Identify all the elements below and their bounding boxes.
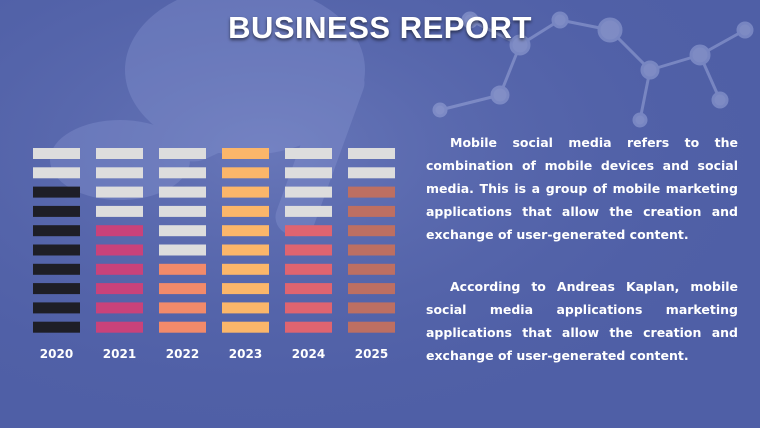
bar-segment-2024-5 (285, 244, 332, 256)
bar-segment-2024-6 (285, 225, 332, 237)
bar-segment-2020-3 (33, 283, 80, 295)
x-tick-label-2025: 2025 (355, 347, 388, 361)
bar-segment-2024-4 (285, 263, 332, 275)
bar-segment-2021-5 (96, 244, 143, 256)
bar-segment-2025-7 (348, 205, 395, 217)
bar-segment-2025-10 (348, 148, 395, 159)
bar-segment-2020-5 (33, 244, 80, 256)
paragraph-1-text: Mobile social media refers to the combin… (426, 135, 738, 242)
bar-segment-2020-10 (33, 148, 80, 159)
bar-segment-2023-10 (222, 148, 269, 159)
bar-segment-2023-8 (222, 186, 269, 198)
bar-segment-2022-10 (159, 148, 206, 159)
bar-segment-2021-7 (96, 205, 143, 217)
bar-segment-2024-1 (285, 321, 332, 333)
x-tick-label-2022: 2022 (166, 347, 199, 361)
bar-segment-2024-2 (285, 302, 332, 314)
bar-segment-2021-6 (96, 225, 143, 237)
bar-segment-2023-7 (222, 205, 269, 217)
bar-segment-2021-8 (96, 186, 143, 198)
bar-segment-2020-9 (33, 167, 80, 179)
description-paragraph-1: Mobile social media refers to the combin… (426, 131, 738, 246)
bar-segment-2024-9 (285, 167, 332, 179)
bar-segment-2024-10 (285, 148, 332, 159)
bar-segment-2025-2 (348, 302, 395, 314)
bar-segment-2022-7 (159, 205, 206, 217)
bar-segment-2022-1 (159, 321, 206, 333)
bar-segment-2021-1 (96, 321, 143, 333)
bar-segment-2023-6 (222, 225, 269, 237)
bar-segment-2022-3 (159, 283, 206, 295)
bar-segment-2020-6 (33, 225, 80, 237)
page-title: BUSINESS REPORT (228, 10, 532, 45)
bar-segment-2022-6 (159, 225, 206, 237)
x-tick-label-2021: 2021 (103, 347, 136, 361)
bar-segment-2020-8 (33, 186, 80, 198)
bar-segment-2023-9 (222, 167, 269, 179)
x-tick-label-2023: 2023 (229, 347, 262, 361)
bar-segment-2022-5 (159, 244, 206, 256)
bar-segment-2021-2 (96, 302, 143, 314)
bar-segment-2025-4 (348, 263, 395, 275)
bar-segment-2020-4 (33, 263, 80, 275)
bar-segment-2025-8 (348, 186, 395, 198)
bar-segment-2023-3 (222, 283, 269, 295)
description-paragraph-2: According to Andreas Kaplan, mobile soci… (426, 275, 738, 367)
bar-segment-2023-2 (222, 302, 269, 314)
molecule-pattern (432, 11, 754, 128)
bar-segment-2023-4 (222, 263, 269, 275)
x-tick-label-2024: 2024 (292, 347, 325, 361)
bar-segment-2020-2 (33, 302, 80, 314)
bar-segment-2020-1 (33, 321, 80, 333)
bar-segment-2024-3 (285, 283, 332, 295)
bar-segment-2025-9 (348, 167, 395, 179)
bar-segment-2022-8 (159, 186, 206, 198)
bar-segment-2025-6 (348, 225, 395, 237)
bar-segment-2022-4 (159, 263, 206, 275)
bar-segment-2022-9 (159, 167, 206, 179)
bar-segment-2021-9 (96, 167, 143, 179)
bar-segment-2021-3 (96, 283, 143, 295)
bar-segment-2020-7 (33, 205, 80, 217)
bar-segment-2025-5 (348, 244, 395, 256)
bar-segment-2025-3 (348, 283, 395, 295)
bar-segment-2025-1 (348, 321, 395, 333)
bar-segment-2022-2 (159, 302, 206, 314)
bar-segment-2024-8 (285, 186, 332, 198)
x-tick-label-2020: 2020 (40, 347, 73, 361)
bar-segment-2021-4 (96, 263, 143, 275)
bar-segment-2024-7 (285, 205, 332, 217)
bar-segment-2021-10 (96, 148, 143, 159)
bar-segment-2023-1 (222, 321, 269, 333)
bar-segment-2023-5 (222, 244, 269, 256)
paragraph-2-text: According to Andreas Kaplan, mobile soci… (426, 279, 738, 363)
